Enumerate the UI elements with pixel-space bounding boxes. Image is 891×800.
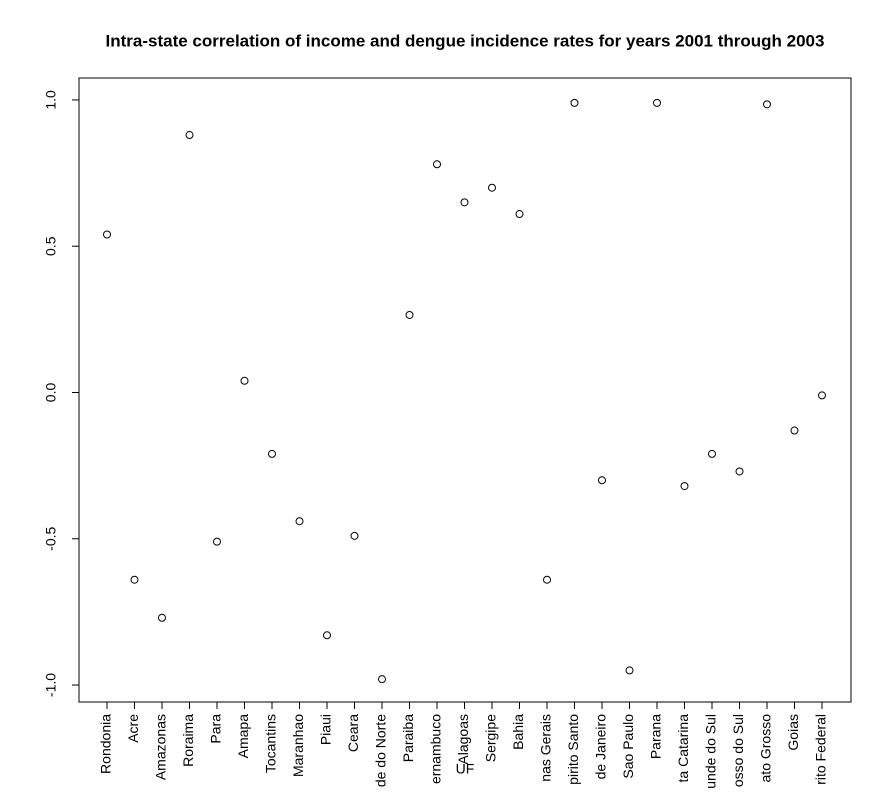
point <box>350 531 359 540</box>
point <box>570 98 579 107</box>
x-tick-label: Alagoas <box>455 714 471 765</box>
point <box>515 210 524 219</box>
y-tick-label: -0.5 <box>43 526 59 550</box>
point <box>323 631 331 640</box>
point <box>763 100 771 109</box>
x-tick-label: Maranhao <box>290 714 306 777</box>
point <box>103 230 111 239</box>
y-tick-label: 0.0 <box>43 383 59 403</box>
x-tick-label: ta Catarina <box>675 714 691 783</box>
x-tick-label: Paraiba <box>400 714 416 762</box>
x-tick-label: Amazonas <box>153 714 169 780</box>
point <box>488 183 496 192</box>
x-tick-label: Sao Paulo <box>620 714 636 779</box>
x-tick-label: unde do Sul <box>703 714 719 789</box>
x-tick-label: Amapa <box>235 714 251 759</box>
point <box>185 131 194 140</box>
point <box>240 376 249 385</box>
x-tick-label: ato Grosso <box>758 714 774 783</box>
y-tick-label: -1.0 <box>43 673 59 697</box>
point <box>680 482 689 491</box>
x-tick-label: Roraima <box>180 714 196 767</box>
point <box>295 517 304 526</box>
x-tick-label: Bahia <box>510 714 526 750</box>
point <box>433 160 441 169</box>
point <box>653 98 661 107</box>
point <box>268 449 276 458</box>
x-tick-label: Ceara <box>345 714 361 752</box>
y-tick-label: 0.5 <box>43 236 59 256</box>
x-tick-label: Acre <box>125 714 141 743</box>
x-axis-label: UF <box>456 761 475 777</box>
x-tick-label: rito Federal <box>813 714 829 785</box>
x-tick-label: nas Gerais <box>538 714 554 782</box>
plot-frame <box>78 77 852 703</box>
x-tick-label: Parana <box>648 714 664 759</box>
point <box>708 449 716 458</box>
x-tick-label: Para <box>208 714 224 744</box>
x-tick-label: de Janeiro <box>593 714 609 780</box>
point <box>790 426 799 435</box>
x-tick-label: Rondonia <box>98 714 114 774</box>
point <box>818 391 826 400</box>
x-tick-label: ernambuco <box>428 714 444 784</box>
point <box>405 310 414 319</box>
x-tick-label: Tocantins <box>263 714 279 773</box>
point <box>378 675 386 684</box>
point <box>543 575 551 584</box>
x-tick-label: Goias <box>785 714 801 751</box>
chart-title: Intra-state correlation of income and de… <box>106 31 825 50</box>
point <box>130 575 139 584</box>
y-tick-label: 1.0 <box>43 90 59 110</box>
x-tick-label: Sergipe <box>483 714 499 762</box>
point <box>598 476 606 485</box>
x-tick-label: osso do Sul <box>730 714 746 787</box>
point <box>625 666 634 675</box>
x-tick-label: Piaui <box>318 714 334 745</box>
x-tick-label: pirito Santo <box>565 714 581 785</box>
point <box>213 537 221 546</box>
point <box>735 467 744 476</box>
point <box>460 198 469 207</box>
x-tick-label: de do Norte <box>373 714 389 787</box>
point <box>158 613 166 622</box>
